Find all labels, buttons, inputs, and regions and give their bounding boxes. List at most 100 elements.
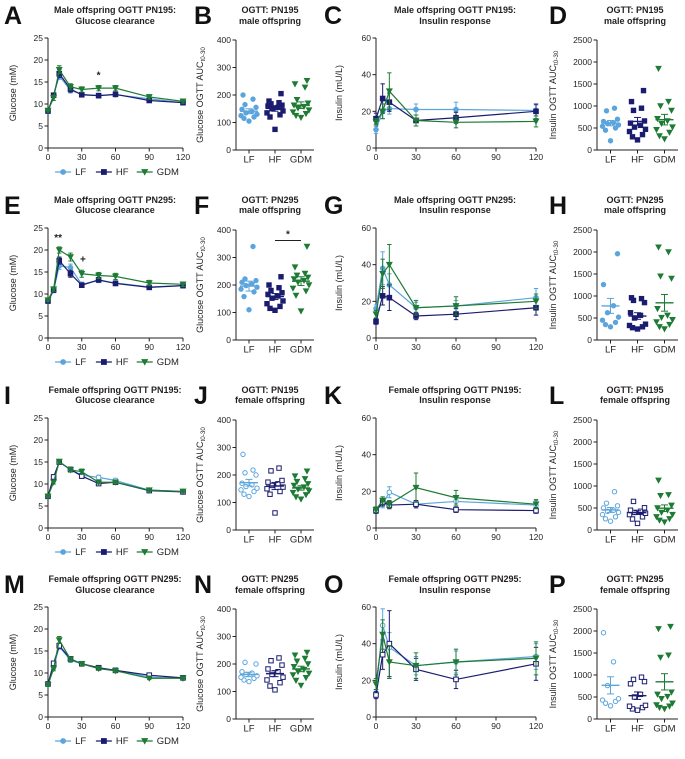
panel-title: Female offspring OGTT PN195: Glucose clea… — [48, 384, 182, 406]
panel-letter: I — [4, 381, 11, 410]
svg-text:0: 0 — [587, 714, 592, 724]
svg-text:5: 5 — [38, 121, 43, 131]
svg-text:25: 25 — [34, 413, 44, 423]
panel-title: Male offspring OGTT PN295: Glucose cleara… — [53, 194, 176, 216]
panel-letter: E — [4, 191, 21, 220]
svg-text:Glucose (mM): Glucose (mM) — [8, 65, 18, 122]
svg-text:5: 5 — [38, 690, 43, 700]
svg-text:LF: LF — [75, 736, 86, 747]
svg-text:LF: LF — [243, 344, 254, 355]
glucose-auc-scatter-f: 0 100 200 300 400 Glucose OGTT AUCt0-30 LF HF GD… — [195, 225, 314, 355]
svg-text:LF: LF — [605, 724, 616, 735]
svg-text:1500: 1500 — [573, 269, 592, 279]
svg-text:0: 0 — [38, 143, 43, 153]
svg-text:Glucose (mM): Glucose (mM) — [8, 254, 18, 311]
svg-text:Glucose OGTT AUCt0-30: Glucose OGTT AUCt0-30 — [195, 47, 207, 143]
svg-text:20: 20 — [34, 624, 44, 634]
panel-title: Male offspring OGTT PN195: Insulin respon… — [393, 5, 516, 26]
panel-title: Female offspring OGTT PN195: Insulin resp… — [388, 384, 522, 406]
svg-text:40: 40 — [362, 70, 372, 80]
svg-text:120: 120 — [529, 342, 543, 352]
svg-text:30: 30 — [411, 152, 421, 162]
insulin-auc-scatter-l: 0 500 1000 1500 2000 2500 Insulin OGTT AUCt0-3… — [548, 415, 678, 545]
svg-text:30: 30 — [77, 152, 87, 162]
svg-text:Insulin OGTT AUCt0-30: Insulin OGTT AUCt0-30 — [548, 240, 560, 329]
svg-text:HF: HF — [631, 534, 644, 545]
svg-text:Glucose (mM): Glucose (mM) — [8, 444, 18, 501]
panel-p: P OGTT: PN295 female offspring 0 500 1000 15… — [545, 569, 685, 759]
svg-text:25: 25 — [34, 33, 44, 43]
svg-text:0: 0 — [587, 525, 592, 535]
panel-title: OGTT: PN295 female offspring — [234, 574, 305, 595]
svg-text:*: * — [97, 70, 101, 81]
panel-letter: N — [194, 571, 213, 600]
svg-text:60: 60 — [451, 532, 461, 542]
svg-text:HF: HF — [269, 344, 282, 355]
panel-title: Female offspring OGTT PN295: Glucose clea… — [48, 574, 182, 595]
svg-text:60: 60 — [111, 721, 121, 731]
svg-text:500: 500 — [578, 692, 592, 702]
svg-text:LF: LF — [243, 155, 254, 166]
panel-letter: F — [194, 191, 210, 220]
svg-text:1500: 1500 — [573, 459, 592, 469]
svg-text:Insulin OGTT AUCt0-30: Insulin OGTT AUCt0-30 — [548, 430, 560, 519]
svg-text:300: 300 — [217, 442, 231, 452]
svg-text:20: 20 — [34, 245, 44, 255]
panel-title: OGTT: PN195 female offspring — [234, 384, 305, 406]
svg-text:HF: HF — [116, 736, 129, 747]
svg-text:Insulin (mU/L): Insulin (mU/L) — [334, 65, 344, 121]
svg-text:60: 60 — [111, 532, 121, 542]
svg-text:GDM: GDM — [290, 155, 312, 166]
svg-text:20: 20 — [34, 55, 44, 65]
panel-letter: A — [4, 2, 23, 30]
svg-text:500: 500 — [578, 313, 592, 323]
panel-title: OGTT: PN295 male offspring — [603, 194, 666, 216]
svg-text:90: 90 — [491, 721, 501, 731]
svg-text:400: 400 — [217, 35, 231, 45]
svg-text:25: 25 — [34, 602, 44, 612]
panel-letter: M — [4, 571, 25, 600]
svg-text:HF: HF — [269, 155, 282, 166]
svg-text:HF: HF — [116, 357, 129, 368]
panel-g: G Male offspring OGTT PN295: Insulin resp… — [320, 190, 545, 380]
svg-text:LF: LF — [75, 547, 86, 558]
svg-text:100: 100 — [217, 118, 231, 128]
panel-letter: C — [324, 2, 343, 30]
svg-text:60: 60 — [111, 152, 121, 162]
svg-text:Insulin OGTT AUCt0-30: Insulin OGTT AUCt0-30 — [548, 50, 560, 139]
svg-text:2000: 2000 — [573, 57, 592, 67]
svg-text:2000: 2000 — [573, 437, 592, 447]
panel-letter: K — [324, 381, 343, 410]
svg-text:1000: 1000 — [573, 670, 592, 680]
svg-text:GDM: GDM — [157, 357, 179, 368]
svg-text:90: 90 — [145, 721, 155, 731]
svg-text:300: 300 — [217, 252, 231, 262]
svg-text:10: 10 — [34, 668, 44, 678]
svg-text:15: 15 — [34, 77, 44, 87]
svg-text:LF: LF — [605, 534, 616, 545]
panel-letter: O — [324, 571, 344, 600]
svg-text:Insulin (mU/L): Insulin (mU/L) — [334, 444, 344, 500]
panel-letter: P — [549, 571, 566, 600]
panel-title: Female offspring OGTT PN295: Insulin resp… — [388, 574, 522, 595]
svg-text:2000: 2000 — [573, 247, 592, 257]
svg-text:400: 400 — [217, 415, 231, 425]
svg-text:40: 40 — [362, 639, 372, 649]
svg-text:60: 60 — [362, 33, 372, 43]
svg-text:120: 120 — [176, 532, 190, 542]
svg-text:1500: 1500 — [573, 79, 592, 89]
panel-title: OGTT: PN295 female offspring — [599, 574, 670, 595]
svg-text:Glucose OGTT AUCt0-30: Glucose OGTT AUCt0-30 — [195, 236, 207, 332]
svg-text:2500: 2500 — [573, 35, 592, 45]
svg-text:GDM: GDM — [653, 724, 675, 735]
glucose-line-chart-i: 0 5 10 15 20 25 Glucose (mM) 0 30 60 90 120 LF HF GDM — [8, 413, 190, 558]
svg-text:0: 0 — [374, 532, 379, 542]
svg-text:0: 0 — [226, 335, 231, 345]
svg-text:60: 60 — [362, 413, 372, 423]
svg-text:90: 90 — [145, 342, 155, 352]
svg-text:GDM: GDM — [157, 736, 179, 747]
svg-text:400: 400 — [217, 604, 231, 614]
svg-text:10: 10 — [34, 479, 44, 489]
svg-text:60: 60 — [362, 602, 372, 612]
insulin-line-chart-c: 0 20 40 60 Insulin (mU/L) 0 30 60 90 120 — [334, 33, 543, 162]
